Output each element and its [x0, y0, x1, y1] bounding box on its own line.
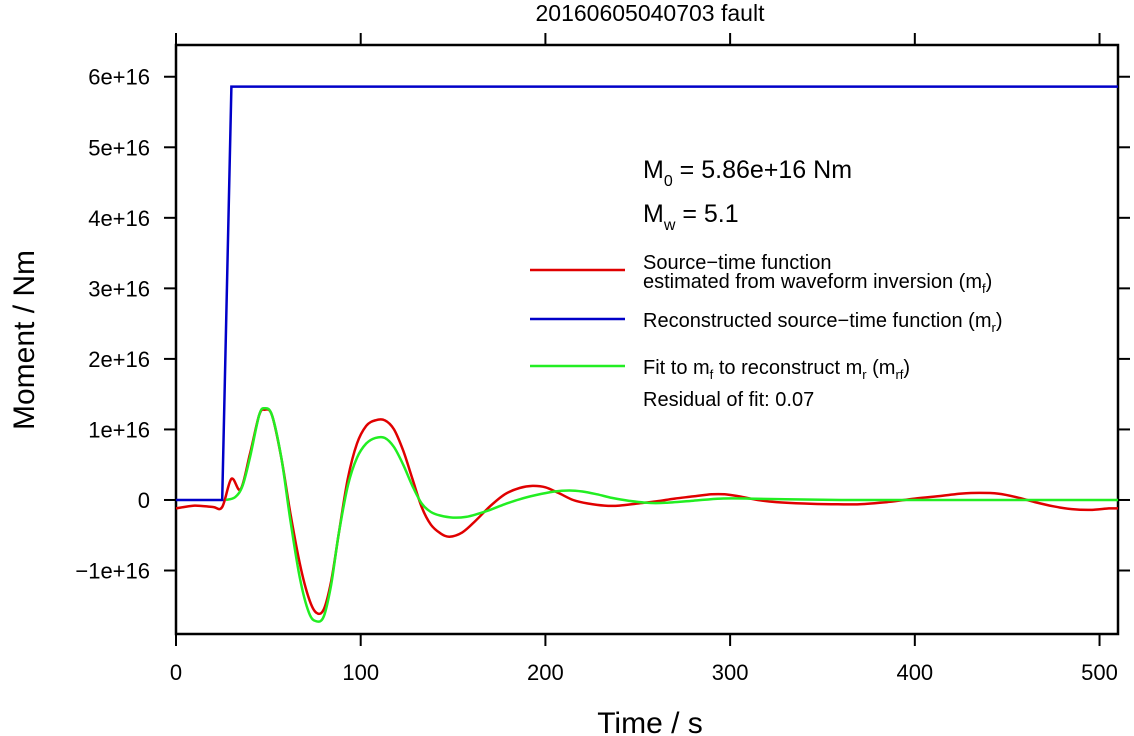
- y-tick-label: 3e+16: [88, 276, 150, 301]
- y-tick-label: 0: [138, 488, 150, 513]
- series-layer: [175, 85, 1119, 623]
- x-tick-label: 0: [170, 660, 182, 685]
- y-tick-label: 5e+16: [88, 135, 150, 160]
- moment-magnitude-annotation: Mw = 5.1: [643, 200, 739, 234]
- y-tick-label: 2e+16: [88, 347, 150, 372]
- y-tick-label: 1e+16: [88, 417, 150, 442]
- x-tick-label: 200: [527, 660, 564, 685]
- y-tick-label: 4e+16: [88, 206, 150, 231]
- legend-label-green: Fit to mf to reconstruct mr (mrf): [643, 357, 910, 382]
- seismic-moment-annotation: M0 = 5.86e+16 Nm: [643, 156, 852, 190]
- legend-label-blue: Reconstructed source−time function (mr): [643, 310, 1003, 335]
- chart-title: 20160605040703 fault: [536, 0, 766, 26]
- x-axis-label: Time / s: [597, 707, 703, 736]
- legend-label-red-line1: Source−time function: [643, 252, 831, 274]
- y-axis: −1e+16 0 1e+16 2e+16 3e+16 4e+16 5e+16 6e+16: [75, 65, 1130, 584]
- legend-label-red-line2: estimated from waveform inversion (mf): [643, 271, 992, 296]
- x-tick-label: 100: [342, 660, 379, 685]
- x-tick-label: 300: [712, 660, 749, 685]
- series-line-green: [225, 406, 1118, 623]
- x-tick-label: 400: [896, 660, 933, 685]
- x-axis: 0 100 200 300 400 500: [170, 33, 1118, 685]
- series-line-blue: [176, 85, 1118, 502]
- y-tick-label: 6e+16: [88, 65, 150, 90]
- legend: Source−time function estimated from wave…: [530, 252, 1003, 411]
- x-tick-label: 500: [1081, 660, 1118, 685]
- series-line-red: [175, 408, 1119, 616]
- plot-frame: [174, 43, 1120, 636]
- y-axis-label: Moment / Nm: [8, 250, 41, 430]
- residual-annotation: Residual of fit: 0.07: [643, 389, 814, 411]
- y-tick-label: −1e+16: [75, 559, 150, 584]
